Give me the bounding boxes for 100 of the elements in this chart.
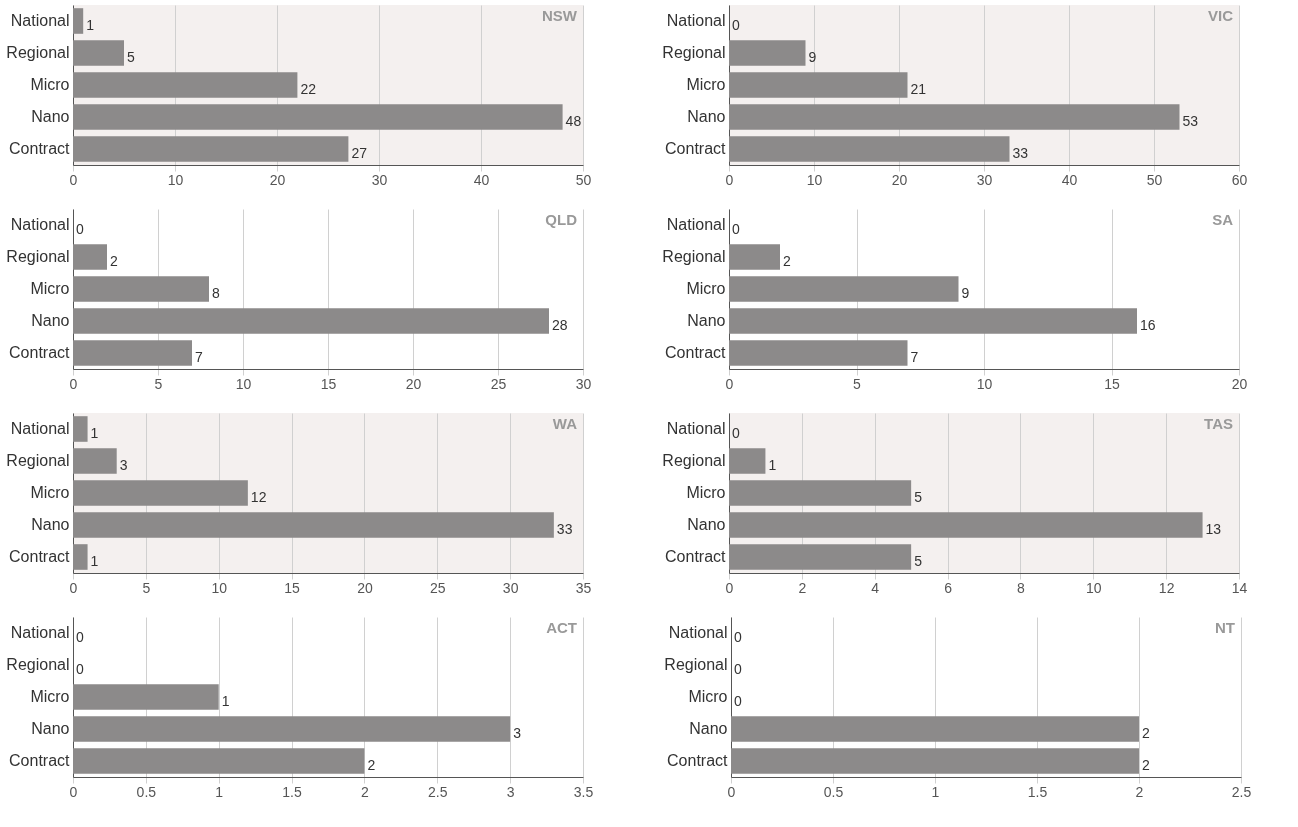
data-label: 2: [110, 253, 118, 269]
x-tick-label: 10: [235, 375, 252, 392]
data-label: 5: [914, 489, 923, 505]
y-tick-label: Micro: [30, 280, 70, 297]
data-label: 5: [914, 553, 923, 569]
bar: [73, 416, 88, 442]
x-tick-label: 10: [976, 375, 993, 392]
bar: [73, 8, 84, 34]
y-tick-label: Regional: [664, 656, 728, 673]
data-label: 2: [1142, 725, 1150, 741]
data-label: 1: [90, 425, 99, 441]
bar: [729, 244, 780, 270]
data-label: 2: [1142, 757, 1150, 773]
data-label: 9: [808, 49, 817, 65]
y-tick-label: Regional: [662, 452, 726, 469]
data-label: 12: [250, 489, 267, 505]
x-tick-label: 25: [490, 375, 507, 392]
data-label: 21: [910, 81, 927, 97]
bar: [729, 308, 1137, 334]
x-tick-label: 15: [320, 375, 337, 392]
x-tick-label: 15: [284, 579, 301, 596]
x-tick-label: 20: [357, 579, 373, 596]
bar: [73, 480, 248, 506]
bar: [729, 136, 1010, 162]
x-tick-label: 10: [211, 579, 228, 596]
x-tick-label: 1: [215, 783, 224, 800]
x-tick-label: 14: [1231, 579, 1248, 596]
data-label: 0: [734, 693, 742, 709]
y-tick-label: National: [666, 420, 726, 437]
y-tick-label: Contract: [9, 548, 71, 565]
x-tick-label: 0: [727, 783, 736, 800]
bar: [729, 104, 1180, 130]
y-tick-label: Contract: [9, 140, 71, 157]
data-label: 1: [90, 553, 99, 569]
x-tick-label: 30: [575, 375, 592, 392]
y-tick-label: Nano: [31, 516, 70, 533]
y-tick-label: Nano: [687, 312, 726, 329]
x-tick-label: 2: [798, 579, 807, 596]
bar: [73, 40, 124, 66]
y-tick-label: Micro: [30, 76, 70, 93]
x-tick-label: 1.5: [1027, 783, 1048, 800]
y-tick-label: Micro: [686, 484, 726, 501]
bar: [73, 544, 88, 570]
y-tick-label: Micro: [686, 280, 726, 297]
chart-title: NSW: [542, 7, 578, 24]
data-label: 9: [961, 285, 970, 301]
data-label: 13: [1205, 521, 1222, 537]
y-tick-label: Contract: [9, 752, 71, 769]
data-label: 1: [86, 17, 95, 33]
bar: [73, 136, 349, 162]
y-tick-label: Contract: [665, 548, 727, 565]
x-tick-label: 5: [853, 375, 862, 392]
data-label: 0: [732, 425, 740, 441]
x-tick-label: 40: [1061, 171, 1078, 188]
data-label: 0: [76, 629, 84, 645]
y-tick-label: Nano: [687, 108, 726, 125]
y-tick-label: Regional: [6, 452, 70, 469]
data-label: 7: [910, 349, 919, 365]
x-tick-label: 0: [69, 375, 78, 392]
x-tick-label: 2: [1135, 783, 1144, 800]
x-tick-label: 20: [891, 171, 908, 188]
y-tick-label: Contract: [667, 752, 729, 769]
data-label: 7: [195, 349, 203, 365]
data-label: 22: [300, 81, 317, 97]
data-label: 16: [1140, 317, 1156, 333]
bar: [73, 340, 192, 366]
x-tick-label: 0: [725, 171, 734, 188]
data-label: 0: [734, 661, 742, 677]
data-label: 33: [1012, 145, 1029, 161]
x-tick-label: 12: [1158, 579, 1175, 596]
y-tick-label: Contract: [665, 344, 727, 361]
x-tick-label: 30: [976, 171, 993, 188]
x-tick-label: 10: [167, 171, 184, 188]
y-tick-label: National: [10, 624, 70, 641]
x-tick-label: 1.5: [282, 783, 303, 800]
x-tick-label: 60: [1231, 171, 1248, 188]
y-tick-label: National: [10, 216, 70, 233]
x-tick-label: 3: [506, 783, 515, 800]
y-tick-label: Regional: [6, 248, 70, 265]
bar: [729, 40, 806, 66]
x-tick-label: 0: [69, 579, 78, 596]
bar: [73, 716, 511, 742]
x-tick-label: 25: [430, 579, 446, 596]
data-label: 33: [556, 521, 573, 537]
y-tick-label: Regional: [662, 44, 726, 61]
x-tick-label: 0.5: [136, 783, 157, 800]
y-tick-label: Nano: [31, 108, 70, 125]
chart-title: SA: [1212, 211, 1234, 228]
data-label: 28: [552, 317, 568, 333]
y-tick-label: Regional: [6, 656, 70, 673]
chart-title: TAS: [1204, 415, 1233, 432]
bar: [729, 544, 912, 570]
x-tick-label: 2: [361, 783, 370, 800]
bar: [73, 684, 219, 710]
x-tick-label: 1: [931, 783, 940, 800]
x-tick-label: 20: [1231, 375, 1248, 392]
x-tick-label: 50: [1146, 171, 1163, 188]
x-tick-label: 50: [575, 171, 592, 188]
bar: [729, 480, 912, 506]
y-tick-label: Regional: [6, 44, 70, 61]
